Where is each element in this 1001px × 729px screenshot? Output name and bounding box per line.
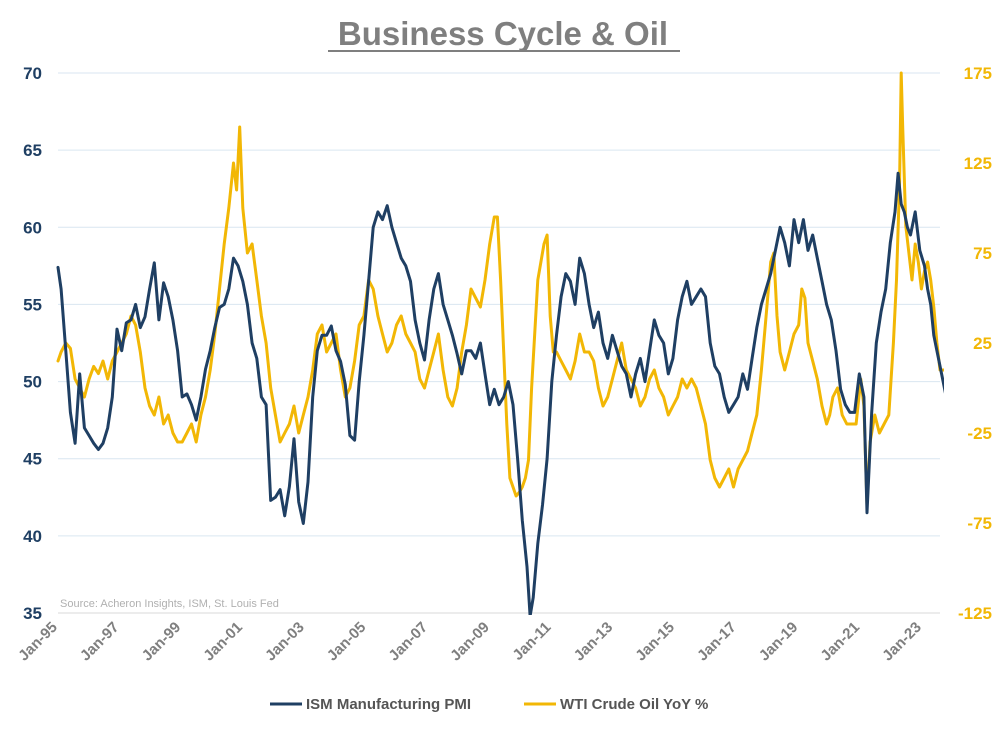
x-axis-tick-label: Jan-01 — [200, 619, 246, 665]
x-axis-tick-label: Jan-99 — [139, 619, 185, 665]
x-axis-ticks: Jan-95 Jan-97 Jan-99 Jan-01 Jan-03 Jan-05 Jan-… — [15, 619, 925, 665]
x-axis-tick-label: Jan-09 — [447, 619, 493, 665]
legend: ISM Manufacturing PMI WTI Crude Oil YoY … — [270, 696, 708, 713]
x-axis-tick-label: Jan-07 — [385, 619, 431, 665]
chart-title: Business Cycle & Oil — [338, 15, 668, 52]
series-line-wti-oil-yoy — [56, 71, 944, 507]
x-axis-tick-label: Jan-19 — [756, 619, 802, 665]
left-axis-tick-label: 65 — [23, 141, 42, 160]
series-group — [56, 71, 944, 615]
x-axis-tick-label: Jan-13 — [571, 619, 617, 665]
x-axis-tick-label: Jan-05 — [324, 619, 370, 665]
series-line-ism-pmi — [56, 171, 944, 615]
left-axis-tick-label: 60 — [23, 218, 42, 237]
right-axis-tick-label: -125 — [958, 604, 992, 623]
right-axis-tick-label: 75 — [973, 244, 992, 263]
left-axis-tick-label: 40 — [23, 527, 42, 546]
right-axis-tick-label: -75 — [967, 514, 992, 533]
left-axis-tick-label: 35 — [23, 604, 42, 623]
right-axis-tick-label: -25 — [967, 424, 992, 443]
right-axis-tick-label: 25 — [973, 334, 992, 353]
x-axis-tick-label: Jan-95 — [15, 619, 61, 665]
x-axis-tick-label: Jan-15 — [632, 619, 678, 665]
gridlines — [58, 72, 940, 614]
right-axis-tick-label: 175 — [964, 64, 992, 83]
x-axis-tick-label: Jan-17 — [694, 619, 740, 665]
left-axis-ticks: 35 40 45 50 55 60 65 70 — [23, 64, 42, 623]
x-axis-tick-label: Jan-03 — [262, 619, 308, 665]
source-note: Source: Acheron Insights, ISM, St. Louis… — [60, 598, 279, 610]
left-axis-tick-label: 50 — [23, 373, 42, 392]
x-axis-tick-label: Jan-21 — [817, 619, 863, 665]
legend-label-oil: WTI Crude Oil YoY % — [560, 696, 708, 713]
right-axis-ticks: -125 -75 -25 25 75 125 175 — [958, 64, 992, 623]
x-axis-tick-label: Jan-11 — [509, 619, 554, 664]
x-axis-tick-label: Jan-97 — [77, 619, 123, 665]
left-axis-tick-label: 70 — [23, 64, 42, 83]
left-axis-tick-label: 45 — [23, 450, 42, 469]
left-axis-tick-label: 55 — [23, 295, 42, 314]
right-axis-tick-label: 125 — [964, 154, 992, 173]
legend-label-pmi: ISM Manufacturing PMI — [306, 696, 471, 713]
x-axis-tick-label: Jan-23 — [879, 619, 925, 665]
